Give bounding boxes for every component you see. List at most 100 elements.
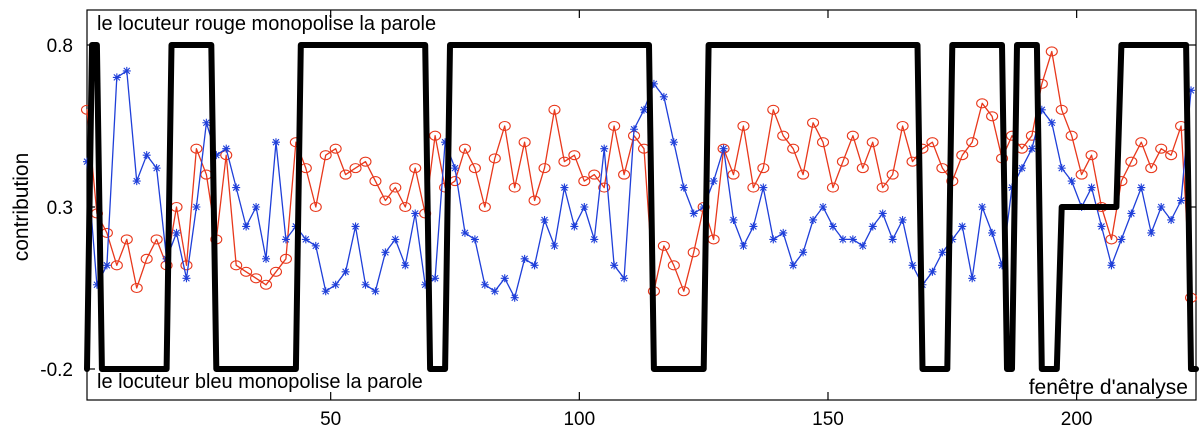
data-point	[938, 248, 947, 257]
data-point	[152, 164, 161, 173]
data-point	[719, 144, 728, 153]
data-point	[868, 222, 877, 231]
data-point	[1105, 234, 1118, 245]
series-2	[84, 42, 1199, 372]
data-point	[470, 235, 479, 244]
y-tick-label: 0.3	[47, 198, 73, 219]
data-point	[311, 241, 320, 250]
data-point	[110, 260, 123, 271]
data-point	[441, 138, 450, 147]
data-point	[667, 260, 680, 271]
data-point	[122, 66, 131, 75]
data-point	[1087, 183, 1096, 192]
data-point	[876, 182, 889, 193]
data-point	[826, 182, 840, 193]
annotation-blue: le locuteur bleu monopolise la parole	[97, 371, 423, 393]
data-point	[789, 261, 798, 270]
data-point	[570, 222, 579, 231]
data-point	[767, 104, 780, 115]
data-point	[787, 143, 800, 154]
data-point	[321, 287, 330, 296]
data-point	[669, 138, 678, 147]
data-point	[520, 254, 529, 263]
data-point	[747, 182, 760, 193]
data-point	[976, 98, 989, 109]
data-point	[1157, 203, 1166, 211]
data-point	[966, 137, 979, 148]
data-point	[1017, 164, 1026, 173]
data-point	[1135, 137, 1148, 148]
data-point	[1125, 156, 1138, 167]
data-point	[759, 183, 768, 192]
data-point	[1177, 196, 1186, 205]
data-point	[1055, 104, 1068, 115]
data-point	[618, 169, 631, 180]
data-point	[1045, 46, 1058, 57]
data-point	[608, 120, 621, 132]
data-point	[500, 274, 509, 283]
data-point	[677, 286, 690, 297]
data-point	[878, 209, 887, 218]
data-point	[928, 267, 937, 276]
data-point	[779, 228, 788, 237]
data-point	[1097, 222, 1106, 231]
data-point	[508, 182, 521, 193]
data-point	[1165, 150, 1178, 161]
data-point	[341, 267, 350, 276]
data-point	[679, 183, 688, 192]
data-point	[948, 235, 957, 244]
data-point	[1037, 105, 1046, 114]
data-point	[1147, 228, 1156, 237]
x-tick-label: 200	[1061, 409, 1093, 430]
data-point	[232, 183, 241, 192]
data-point	[757, 163, 770, 174]
data-point	[230, 260, 243, 271]
data-point	[1145, 163, 1158, 174]
data-point	[687, 247, 700, 258]
data-point	[550, 241, 559, 250]
y-tick-label: -0.2	[40, 360, 73, 381]
y-tick-label: 0.8	[47, 36, 73, 57]
data-point	[828, 222, 837, 231]
data-point	[838, 235, 847, 244]
data-point	[150, 234, 163, 245]
data-point	[908, 261, 917, 270]
data-point	[451, 164, 460, 173]
data-point	[538, 163, 551, 174]
data-point	[359, 156, 372, 167]
data-point	[1117, 235, 1126, 244]
data-point	[262, 254, 271, 263]
data-point	[558, 156, 571, 167]
data-point	[411, 209, 420, 218]
data-point	[866, 137, 879, 148]
data-point	[132, 177, 141, 186]
data-point	[102, 261, 111, 270]
data-point	[978, 203, 987, 211]
data-point	[856, 163, 869, 174]
data-point	[630, 125, 639, 134]
data-point	[240, 266, 253, 277]
data-point	[727, 169, 740, 180]
data-point	[518, 137, 531, 148]
data-point	[807, 117, 820, 128]
data-point	[371, 287, 380, 296]
data-point	[739, 241, 748, 250]
data-point	[956, 150, 969, 161]
data-point	[389, 182, 402, 193]
data-point	[83, 157, 91, 166]
data-point	[1065, 130, 1078, 141]
data-point	[819, 203, 828, 211]
data-point	[182, 274, 191, 283]
data-point	[1167, 215, 1176, 224]
data-point	[737, 120, 750, 132]
series-line	[84, 42, 1199, 372]
data-point	[172, 228, 181, 237]
data-point	[351, 222, 360, 231]
x-tick-label: 50	[320, 409, 341, 430]
data-point	[281, 235, 290, 244]
data-point	[598, 182, 611, 193]
data-point	[429, 130, 442, 141]
data-point	[250, 273, 263, 284]
data-point	[140, 253, 153, 264]
